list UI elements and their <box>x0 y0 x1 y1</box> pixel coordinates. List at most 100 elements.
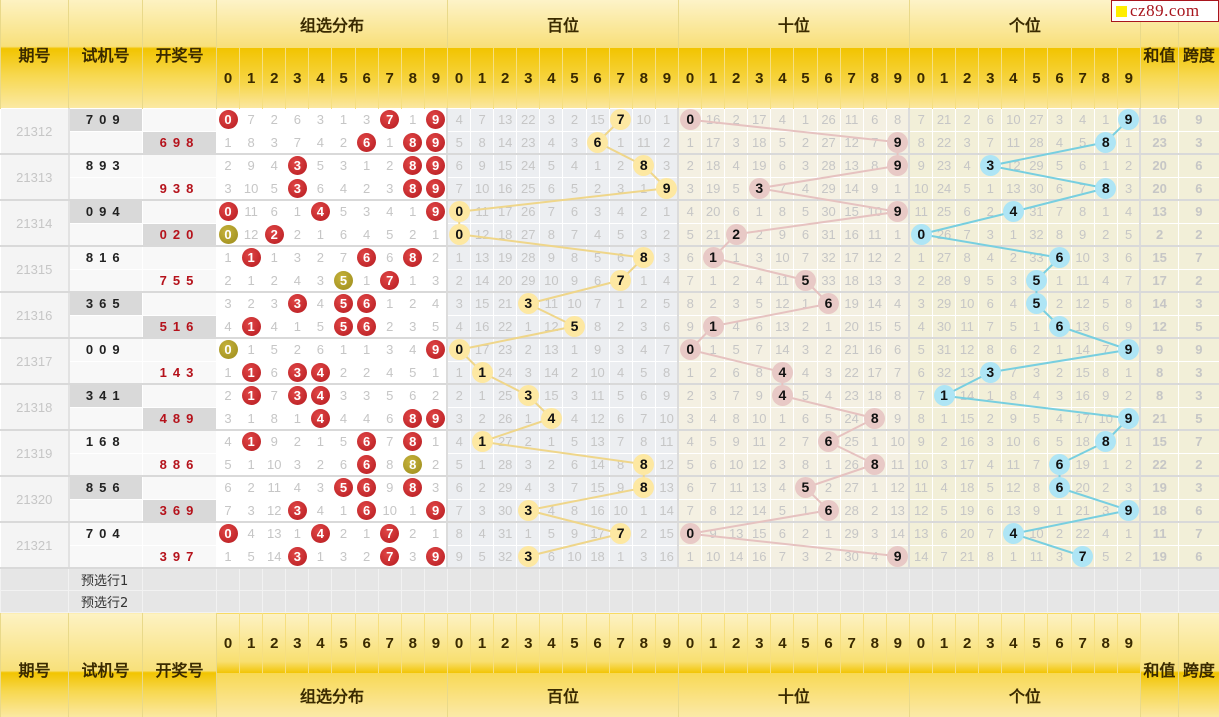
preselect-cell[interactable] <box>1025 568 1048 591</box>
preselect-row[interactable]: 预选行1 <box>1 568 1219 591</box>
preselect-cell[interactable] <box>1002 591 1025 613</box>
preselect-cell[interactable] <box>563 591 586 613</box>
preselect-cell[interactable] <box>517 591 540 613</box>
preselect-cell[interactable] <box>217 591 240 613</box>
site-logo[interactable]: cz89.com <box>1111 0 1219 22</box>
preselect-cell[interactable] <box>309 568 332 591</box>
preselect-cell[interactable] <box>240 591 263 613</box>
group-cell: 6 <box>355 499 378 522</box>
preselect-cell[interactable] <box>1178 591 1219 613</box>
preselect-cell[interactable] <box>1002 568 1025 591</box>
preselect-cell[interactable] <box>1140 568 1178 591</box>
preselect-cell[interactable] <box>1094 591 1117 613</box>
preselect-cell[interactable] <box>401 591 424 613</box>
preselect-cell[interactable] <box>909 591 932 613</box>
preselect-cell[interactable] <box>979 568 1002 591</box>
preselect-cell[interactable] <box>933 568 956 591</box>
preselect-cell[interactable] <box>725 568 748 591</box>
preselect-cell[interactable] <box>424 591 447 613</box>
preselect-cell[interactable] <box>355 568 378 591</box>
preselect-cell[interactable] <box>286 591 309 613</box>
preselect-cell[interactable] <box>748 591 771 613</box>
group-cell: 4 <box>309 499 332 522</box>
preselect-cell[interactable] <box>309 591 332 613</box>
preselect-cell[interactable] <box>332 591 355 613</box>
preselect-cell[interactable] <box>447 568 470 591</box>
units-hit-ball: 9 <box>1118 500 1139 521</box>
preselect-cell[interactable] <box>1094 568 1117 591</box>
preselect-cell[interactable] <box>655 568 678 591</box>
preselect-cell[interactable] <box>471 568 494 591</box>
tens-hit-ball: 2 <box>726 224 747 245</box>
preselect-label: 预选行2 <box>69 591 143 613</box>
preselect-cell[interactable] <box>540 568 563 591</box>
preselect-cell[interactable] <box>725 591 748 613</box>
preselect-cell[interactable] <box>794 591 817 613</box>
preselect-cell[interactable] <box>840 591 863 613</box>
preselect-cell[interactable] <box>217 568 240 591</box>
preselect-cell[interactable] <box>609 591 632 613</box>
preselect-cell[interactable] <box>886 591 909 613</box>
preselect-cell[interactable] <box>1071 591 1094 613</box>
preselect-cell[interactable] <box>840 568 863 591</box>
preselect-cell[interactable] <box>517 568 540 591</box>
preselect-cell[interactable] <box>263 568 286 591</box>
preselect-cell[interactable] <box>632 568 655 591</box>
preselect-cell[interactable] <box>1117 591 1140 613</box>
group-cell: 4 <box>332 177 355 200</box>
units-cell: 3 <box>1048 109 1071 132</box>
preselect-cell[interactable] <box>586 568 609 591</box>
preselect-cell[interactable] <box>378 591 401 613</box>
preselect-cell[interactable] <box>471 591 494 613</box>
preselect-cell[interactable] <box>863 568 886 591</box>
preselect-cell[interactable] <box>886 568 909 591</box>
preselect-cell[interactable] <box>494 591 517 613</box>
preselect-cell[interactable] <box>424 568 447 591</box>
preselect-cell[interactable] <box>1025 591 1048 613</box>
preselect-cell[interactable] <box>332 568 355 591</box>
preselect-cell[interactable] <box>655 591 678 613</box>
tens-cell: 6 <box>725 361 748 384</box>
preselect-cell[interactable] <box>817 568 840 591</box>
preselect-cell[interactable] <box>378 568 401 591</box>
footer-digit-group: 9 <box>424 613 447 674</box>
preselect-cell[interactable] <box>563 568 586 591</box>
units-cell: 27 <box>933 246 956 269</box>
preselect-cell[interactable] <box>1178 568 1219 591</box>
preselect-cell[interactable] <box>863 591 886 613</box>
preselect-cell[interactable] <box>401 568 424 591</box>
preselect-cell[interactable] <box>1048 568 1071 591</box>
preselect-cell[interactable] <box>956 568 979 591</box>
preselect-cell[interactable] <box>1071 568 1094 591</box>
preselect-cell[interactable] <box>240 568 263 591</box>
preselect-cell[interactable] <box>540 591 563 613</box>
preselect-cell[interactable] <box>702 591 725 613</box>
preselect-cell[interactable] <box>678 591 701 613</box>
preselect-cell[interactable] <box>263 591 286 613</box>
preselect-cell[interactable] <box>447 591 470 613</box>
preselect-cell[interactable] <box>817 591 840 613</box>
preselect-cell[interactable] <box>355 591 378 613</box>
preselect-cell[interactable] <box>632 591 655 613</box>
preselect-row[interactable]: 预选行2 <box>1 591 1219 613</box>
footer-digit-group: 6 <box>355 613 378 674</box>
preselect-cell[interactable] <box>748 568 771 591</box>
preselect-cell[interactable] <box>771 568 794 591</box>
preselect-cell[interactable] <box>586 591 609 613</box>
preselect-cell[interactable] <box>794 568 817 591</box>
preselect-cell[interactable] <box>771 591 794 613</box>
preselect-cell[interactable] <box>979 591 1002 613</box>
preselect-cell[interactable] <box>494 568 517 591</box>
preselect-cell[interactable] <box>933 591 956 613</box>
preselect-cell[interactable] <box>286 568 309 591</box>
preselect-cell[interactable] <box>1048 591 1071 613</box>
preselect-cell[interactable] <box>609 568 632 591</box>
preselect-cell[interactable] <box>909 568 932 591</box>
preselect-cell[interactable] <box>1140 591 1178 613</box>
preselect-cell[interactable] <box>678 568 701 591</box>
preselect-cell[interactable] <box>956 591 979 613</box>
units-cell: 13 <box>909 522 932 545</box>
preselect-cell[interactable] <box>702 568 725 591</box>
preselect-cell[interactable] <box>1117 568 1140 591</box>
